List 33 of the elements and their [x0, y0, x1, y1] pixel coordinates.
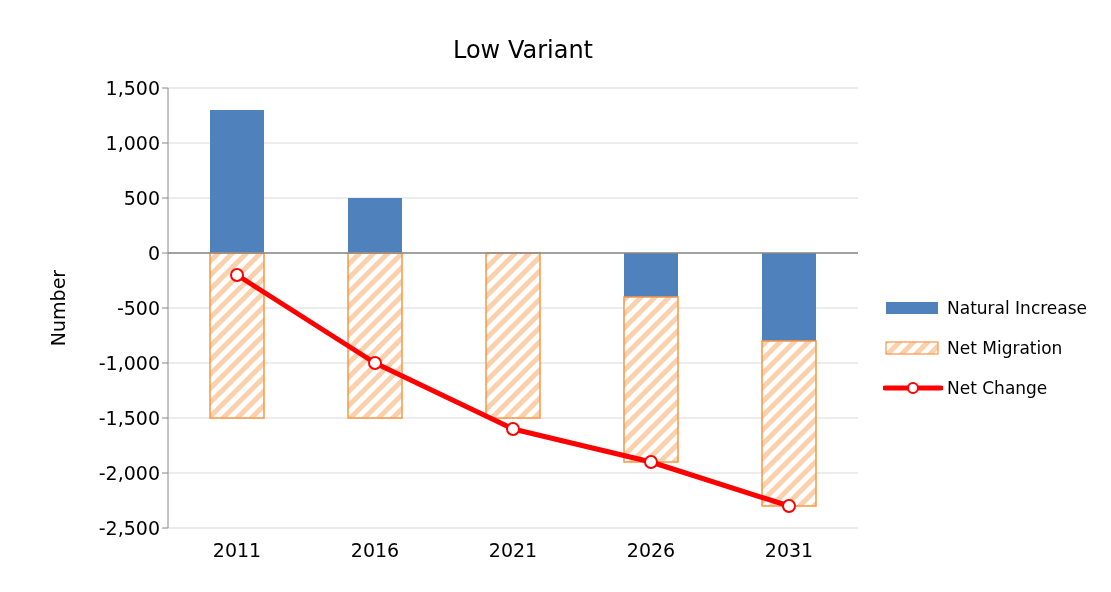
legend-label: Net Change: [947, 378, 1048, 398]
bar: [210, 110, 264, 253]
y-axis-title: Number: [46, 269, 69, 347]
y-tick-label: 1,500: [105, 76, 160, 99]
legend-label: Net Migration: [947, 338, 1063, 358]
legend-label: Natural Increase: [947, 298, 1088, 318]
y-tick-label: -500: [116, 296, 160, 319]
bar: [761, 340, 817, 507]
y-tick-label: -1,500: [98, 406, 160, 429]
point: [782, 499, 796, 513]
point: [644, 455, 658, 469]
y-tick-label: 1,000: [105, 131, 160, 154]
bar: [762, 253, 816, 341]
bar: [347, 252, 403, 419]
bar: [623, 296, 679, 463]
x-tick-label: 2016: [350, 539, 400, 562]
bar: [209, 252, 265, 419]
bar: [348, 198, 402, 253]
y-tick-label: 0: [147, 241, 160, 264]
y-tick-label: -2,500: [98, 516, 160, 539]
x-tick-label: 2011: [212, 539, 262, 562]
chart-title: Low Variant: [452, 36, 594, 64]
point: [230, 268, 244, 282]
point: [368, 356, 382, 370]
point: [506, 422, 520, 436]
bar: [624, 253, 678, 297]
y-tick-label: 500: [123, 186, 160, 209]
x-tick-label: 2026: [626, 539, 676, 562]
y-tick-label: -2,000: [98, 461, 160, 484]
y-tick-label: -1,000: [98, 351, 160, 374]
x-tick-label: 2031: [764, 539, 814, 562]
bar: [485, 252, 541, 419]
x-tick-label: 2021: [488, 539, 538, 562]
